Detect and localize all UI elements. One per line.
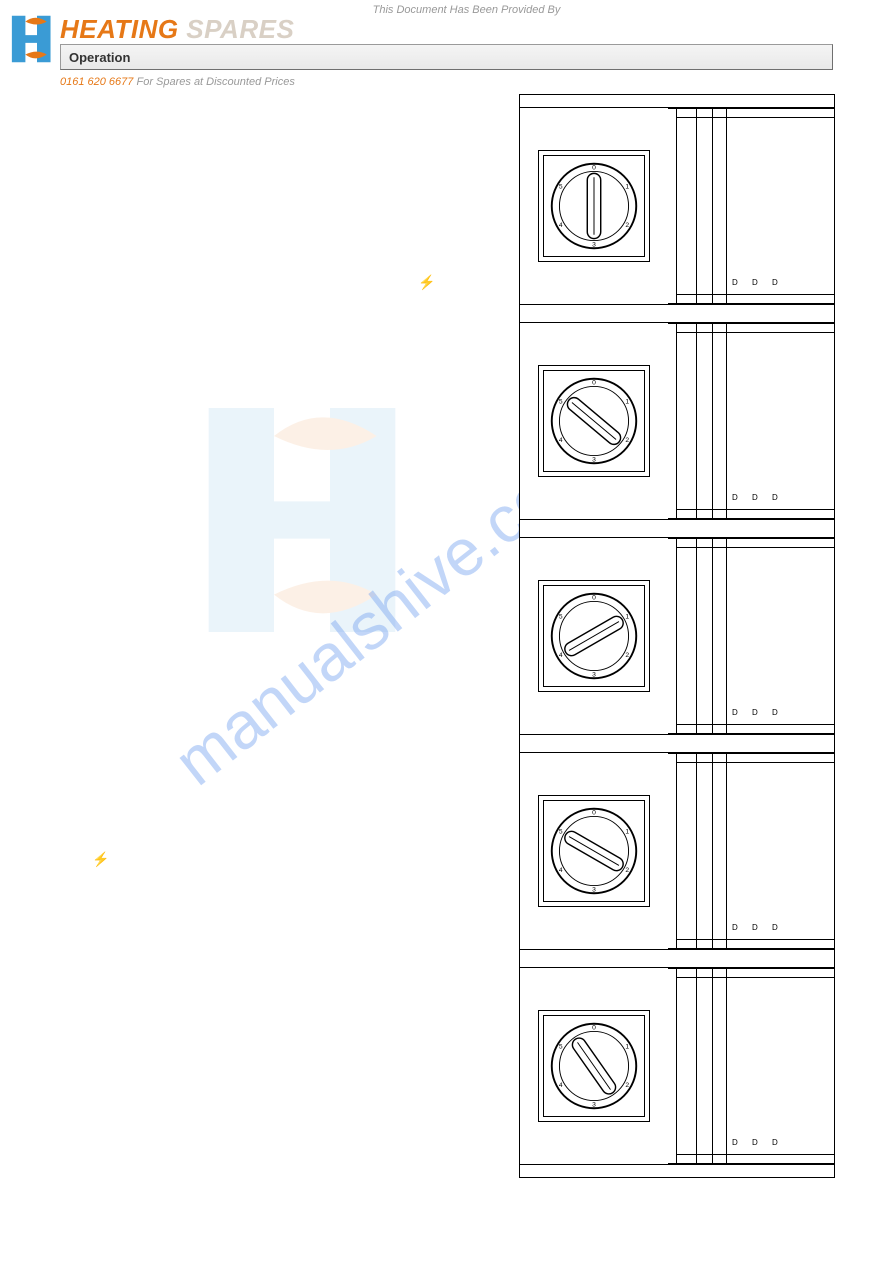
svg-text:4: 4 — [559, 867, 563, 874]
svg-text:3: 3 — [592, 457, 596, 464]
heater-panel: 0 1 2 3 4 5 D D D — [520, 103, 834, 309]
svg-text:1: 1 — [625, 399, 629, 406]
section-title: Operation — [69, 50, 130, 65]
dial-pointer — [565, 395, 624, 447]
dial-pointer — [562, 614, 625, 658]
svg-text:0: 0 — [592, 809, 596, 816]
panel-left: 0 1 2 3 4 5 — [520, 318, 668, 524]
brand-name: HEATING SPARES — [60, 14, 294, 45]
svg-text:1: 1 — [625, 614, 629, 621]
control-dial[interactable]: 0 1 2 3 4 5 — [546, 803, 642, 899]
heater-panel: 0 1 2 3 4 5 D D D — [520, 963, 834, 1169]
control-dial[interactable]: 0 1 2 3 4 5 — [546, 373, 642, 469]
svg-text:1: 1 — [625, 184, 629, 191]
phone-tagline: For Spares at Discounted Prices — [133, 76, 294, 88]
hs-logo — [8, 10, 66, 68]
figure-column: 0 1 2 3 4 5 D D D — [519, 94, 835, 1178]
svg-text:4: 4 — [559, 1082, 563, 1089]
lightning-icon: ⚡ — [418, 274, 435, 291]
svg-text:5: 5 — [559, 1043, 563, 1050]
knob-housing: 0 1 2 3 4 5 — [538, 150, 650, 262]
svg-text:5: 5 — [559, 399, 563, 406]
svg-text:1: 1 — [625, 829, 629, 836]
svg-text:0: 0 — [592, 380, 596, 387]
phone-number: 0161 620 6677 — [60, 76, 133, 88]
svg-text:4: 4 — [559, 652, 563, 659]
svg-text:1: 1 — [625, 1043, 629, 1050]
svg-text:5: 5 — [559, 614, 563, 621]
dial-pointer — [562, 829, 625, 873]
svg-text:2: 2 — [625, 867, 629, 874]
panel-left: 0 1 2 3 4 5 — [520, 103, 668, 309]
svg-text:2: 2 — [625, 652, 629, 659]
louver-marks: D D D — [732, 278, 784, 287]
louver-marks: D D D — [732, 708, 784, 717]
svg-text:0: 0 — [592, 1024, 596, 1031]
dial-pointer — [570, 1035, 618, 1096]
svg-text:3: 3 — [592, 886, 596, 893]
panel-left: 0 1 2 3 4 5 — [520, 533, 668, 739]
svg-text:4: 4 — [559, 437, 563, 444]
svg-text:0: 0 — [592, 165, 596, 172]
svg-text:3: 3 — [592, 242, 596, 249]
heater-panel: 0 1 2 3 4 5 D D D — [520, 318, 834, 524]
louver-marks: D D D — [732, 923, 784, 932]
panel-louvers: D D D — [668, 963, 834, 1169]
svg-text:5: 5 — [559, 184, 563, 191]
control-dial[interactable]: 0 1 2 3 4 5 — [546, 158, 642, 254]
knob-housing: 0 1 2 3 4 5 — [538, 580, 650, 692]
svg-text:5: 5 — [559, 829, 563, 836]
louver-marks: D D D — [732, 1138, 784, 1147]
dial-pointer — [587, 174, 600, 239]
panel-left: 0 1 2 3 4 5 — [520, 748, 668, 954]
panel-louvers: D D D — [668, 533, 834, 739]
phone-line: 0161 620 6677 For Spares at Discounted P… — [60, 76, 295, 88]
svg-text:4: 4 — [559, 223, 563, 230]
control-dial[interactable]: 0 1 2 3 4 5 — [546, 588, 642, 684]
heater-panel: 0 1 2 3 4 5 D D D — [520, 533, 834, 739]
control-dial[interactable]: 0 1 2 3 4 5 — [546, 1018, 642, 1114]
svg-text:2: 2 — [625, 437, 629, 444]
brand-spares: SPARES — [179, 14, 295, 44]
louver-marks: D D D — [732, 493, 784, 502]
knob-housing: 0 1 2 3 4 5 — [538, 1010, 650, 1122]
panel-louvers: D D D — [668, 748, 834, 954]
knob-housing: 0 1 2 3 4 5 — [538, 795, 650, 907]
hs-watermark-icon — [190, 380, 470, 660]
svg-text:0: 0 — [592, 595, 596, 602]
lightning-icon: ⚡ — [92, 851, 109, 868]
panel-left: 0 1 2 3 4 5 — [520, 963, 668, 1169]
svg-text:3: 3 — [592, 1101, 596, 1108]
page-header: This Document Has Been Provided By HEATI… — [0, 0, 893, 16]
knob-housing: 0 1 2 3 4 5 — [538, 365, 650, 477]
svg-text:2: 2 — [625, 223, 629, 230]
section-title-bar: Operation — [60, 44, 833, 70]
svg-text:3: 3 — [592, 671, 596, 678]
brand-heating: HEATING — [60, 14, 179, 44]
heater-panel: 0 1 2 3 4 5 D D D — [520, 748, 834, 954]
svg-text:2: 2 — [625, 1082, 629, 1089]
panel-louvers: D D D — [668, 103, 834, 309]
panel-louvers: D D D — [668, 318, 834, 524]
